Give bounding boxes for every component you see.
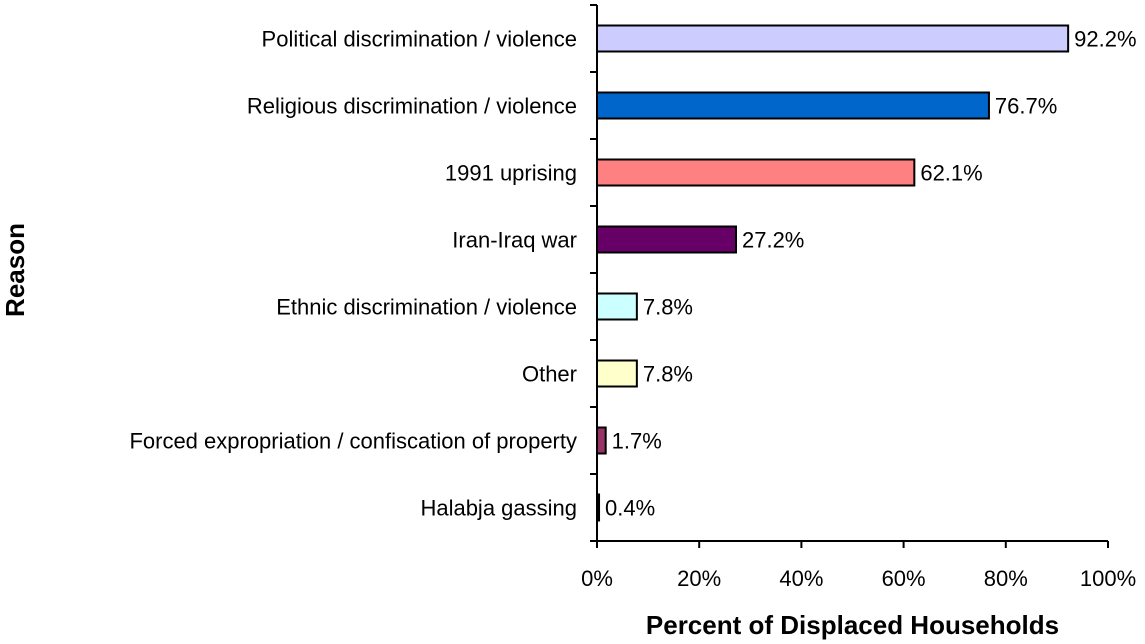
- value-label: 92.2%: [1074, 27, 1136, 52]
- x-axis-title: Percent of Displaced Households: [646, 610, 1059, 640]
- category-label: Political discrimination / violence: [262, 27, 577, 52]
- bar: [596, 24, 1070, 53]
- category-label: Ethnic discrimination / violence: [276, 295, 577, 320]
- bar: [596, 292, 638, 321]
- ticks-group: 0% 20% 40% 60% 80% 100%: [581, 4, 1136, 591]
- value-label: 1.7%: [612, 429, 662, 454]
- x-tick-label: 60%: [882, 566, 926, 591]
- value-label: 7.8%: [643, 362, 693, 387]
- category-label: 1991 uprising: [445, 161, 577, 186]
- bar: [596, 359, 638, 388]
- category-label: Iran-Iraq war: [452, 228, 577, 253]
- category-label: Halabja gassing: [420, 496, 577, 521]
- axes-group: [596, 5, 1108, 542]
- x-tick-label: 0%: [581, 566, 613, 591]
- value-label: 76.7%: [995, 94, 1057, 119]
- value-label: 27.2%: [742, 228, 804, 253]
- value-label: 0.4%: [605, 496, 655, 521]
- category-label: Forced expropriation / confiscation of p…: [129, 429, 577, 454]
- category-label: Religious discrimination / violence: [247, 94, 577, 119]
- value-label: 7.8%: [643, 295, 693, 320]
- bar: [596, 91, 990, 120]
- x-tick-label: 20%: [677, 566, 721, 591]
- value-label: 62.1%: [920, 161, 982, 186]
- x-tick-label: 40%: [779, 566, 823, 591]
- bar: [596, 225, 737, 254]
- bar: [596, 158, 916, 187]
- x-tick-label: 100%: [1080, 566, 1136, 591]
- x-tick-label: 80%: [984, 566, 1028, 591]
- bars-group: Political discrimination / violence 92.2%…: [129, 24, 1137, 522]
- category-label: Other: [522, 362, 577, 387]
- y-axis-title: Reason: [0, 223, 30, 317]
- bar: [596, 426, 607, 455]
